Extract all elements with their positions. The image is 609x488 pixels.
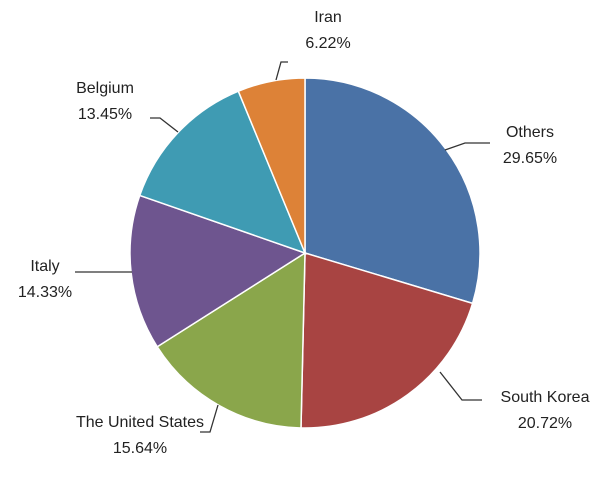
slice-label: The United States (75, 414, 205, 431)
leader-line (275, 61, 288, 81)
slice-value-label: 13.45% (77, 106, 133, 123)
pie-slice (138, 90, 307, 255)
slice-label: Iran (314, 9, 342, 26)
slice-value-label: 14.33% (17, 284, 73, 301)
slice-value-label: 29.65% (502, 150, 558, 167)
slice-label: South Korea (500, 389, 590, 406)
pie-slice (129, 194, 307, 348)
pie-slice (300, 251, 474, 429)
leader-line (150, 117, 179, 133)
slice-label: Others (505, 124, 554, 141)
slice-label: Belgium (76, 80, 134, 97)
pie-slice (156, 251, 306, 429)
leader-line (444, 142, 490, 151)
pie-slice (304, 77, 481, 305)
slice-value-label: 6.22% (305, 35, 351, 52)
leader-line (200, 404, 219, 433)
slice-label: Italy (30, 258, 60, 275)
leader-line (439, 371, 482, 401)
slice-value-label: 20.72% (517, 415, 573, 432)
pie-slice (237, 77, 306, 254)
slice-value-label: 15.64% (112, 440, 168, 457)
